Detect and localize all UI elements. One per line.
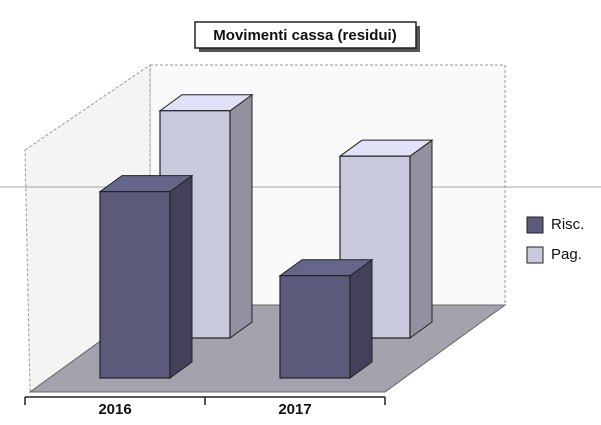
bar-side (169, 174, 193, 379)
legend-swatch (526, 216, 544, 234)
title-box (194, 21, 417, 49)
legend-label: Pag. (551, 246, 582, 263)
bar (98, 174, 194, 379)
legend-label: Risc. (551, 216, 584, 233)
bar-front (99, 191, 171, 379)
x-tick-label: 2017 (278, 401, 311, 418)
bar-side (409, 139, 433, 339)
chart-title: Movimenti cassa (residui) (213, 27, 396, 44)
bar-front (279, 275, 351, 379)
bar (278, 258, 374, 379)
legend-swatch (526, 246, 544, 264)
bar-side (349, 258, 373, 379)
x-tick-label: 2016 (98, 401, 131, 418)
bar-side (229, 93, 253, 339)
